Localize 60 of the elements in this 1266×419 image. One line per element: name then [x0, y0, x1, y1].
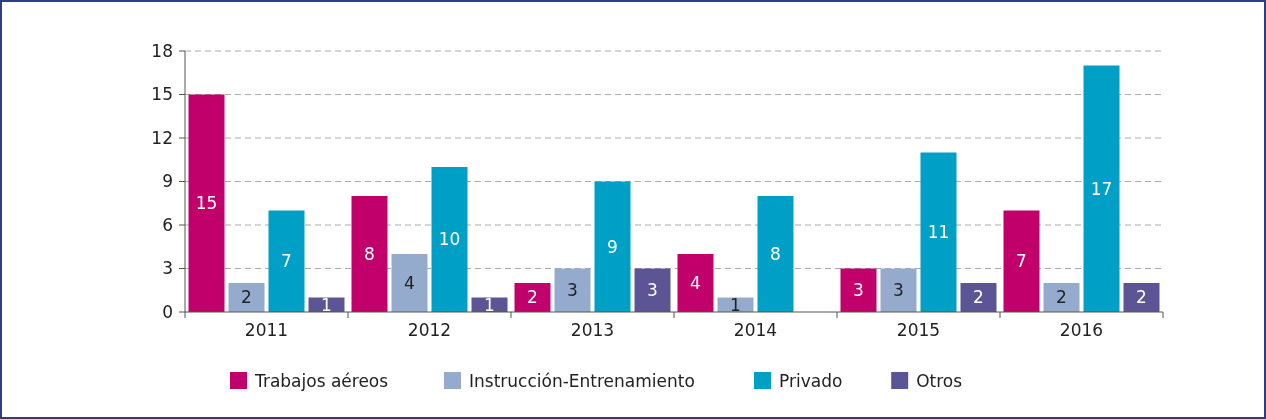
bar	[960, 283, 997, 312]
x-tick-label: 2016	[1059, 320, 1104, 340]
bar	[1083, 65, 1120, 312]
bar	[634, 268, 671, 312]
bar	[268, 210, 305, 312]
data-label: 2	[1136, 287, 1147, 308]
data-label: 2	[1056, 287, 1067, 308]
data-label: 1	[730, 294, 741, 315]
data-label: 8	[770, 243, 781, 264]
x-tick-label: 2012	[407, 320, 452, 340]
legend-label: Instrucción-Entrenamiento	[469, 370, 695, 391]
bar	[431, 167, 468, 312]
x-tick-label: 2015	[896, 320, 941, 340]
data-label: 7	[281, 251, 292, 272]
bar	[514, 283, 551, 312]
data-label: 10	[438, 229, 461, 250]
data-label: 17	[1090, 178, 1113, 199]
bar	[840, 268, 877, 312]
legend-label: Trabajos aéreos	[254, 370, 389, 391]
x-tick-label: 2013	[570, 320, 615, 340]
bar	[1003, 210, 1040, 312]
data-label: 3	[893, 280, 904, 301]
y-tick-label: 3	[162, 258, 173, 279]
data-label: 2	[973, 287, 984, 308]
bar	[1043, 283, 1080, 312]
bar	[554, 268, 591, 312]
data-label: 1	[321, 294, 332, 315]
y-tick-label: 0	[162, 301, 173, 322]
y-tick-label: 15	[151, 84, 173, 105]
x-tick-label: 2014	[733, 320, 778, 340]
bar	[677, 254, 714, 312]
bar	[920, 152, 957, 312]
bar	[228, 283, 265, 312]
bar	[880, 268, 917, 312]
data-label: 4	[690, 272, 701, 293]
bar	[1123, 283, 1160, 312]
x-tick-label: 2011	[244, 320, 289, 340]
y-tick-label: 12	[151, 127, 173, 148]
data-label: 2	[241, 287, 252, 308]
data-label: 11	[927, 222, 950, 243]
bar	[188, 94, 225, 312]
legend-label: Otros	[916, 370, 963, 391]
data-label: 8	[364, 243, 375, 264]
data-label: 3	[853, 280, 864, 301]
bar	[757, 196, 794, 312]
data-label: 7	[1016, 251, 1027, 272]
y-tick-label: 9	[162, 171, 173, 192]
data-label: 3	[567, 280, 578, 301]
data-label: 1	[484, 294, 495, 315]
bar	[594, 181, 631, 312]
bar	[351, 196, 388, 312]
data-label: 2	[527, 287, 538, 308]
legend-label: Privado	[779, 370, 843, 391]
bar	[391, 254, 428, 312]
y-tick-label: 6	[162, 214, 173, 235]
y-tick-label: 18	[151, 40, 173, 61]
data-label: 4	[404, 272, 415, 293]
data-label: 9	[607, 236, 618, 257]
data-label: 3	[647, 280, 658, 301]
data-label: 15	[195, 193, 218, 214]
